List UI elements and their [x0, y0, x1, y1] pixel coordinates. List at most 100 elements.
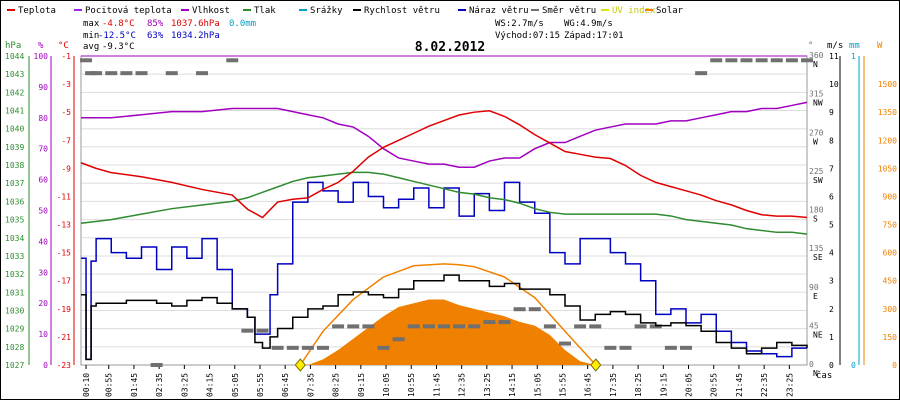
x-tick-label: 03:25: [180, 373, 189, 397]
wind-direction-mark: [710, 58, 723, 63]
wind-direction-mark: [801, 58, 813, 63]
legend-label: Srážky: [310, 6, 343, 16]
watt-tick-label: 150: [883, 333, 898, 342]
x-tick-label: 20:05: [685, 373, 694, 397]
stats-min-humidity: 63%: [147, 31, 164, 41]
stats-min-temp: -12.5°C: [98, 31, 136, 41]
wind-direction-mark: [619, 345, 632, 350]
watt-tick-label: 900: [883, 192, 898, 201]
hpa-unit: hPa: [5, 41, 21, 51]
watt-tick-label: 300: [883, 305, 898, 314]
percent-tick-label: 20: [38, 299, 48, 308]
wind-direction-mark: [438, 324, 450, 329]
wind-direction-mark: [695, 71, 708, 76]
wind-direction-mark: [498, 320, 511, 325]
wind-direction-mark: [543, 324, 556, 329]
celsius-tick-label: -9: [61, 164, 71, 173]
percent-tick-label: 80: [38, 114, 48, 123]
wind-gust-max: WG:4.9m/s: [564, 19, 613, 29]
axes: 00:10 00:55 01:45 02:35 03:25 04:15 05:05 05:55…: [5, 51, 897, 397]
celsius-tick-label: -19: [57, 305, 72, 314]
wind-gust-line: [81, 181, 807, 361]
wind-direction-mark: [80, 58, 93, 63]
wind-direction-mark: [528, 307, 541, 312]
percent-tick-label: 90: [38, 83, 48, 92]
stats-min-pressure: 1034.2hPa: [171, 31, 220, 41]
sunset-marker: [590, 358, 602, 372]
direction-tick-label: 135: [809, 244, 824, 253]
wind-direction-mark: [362, 324, 375, 329]
percent-tick-label: 50: [38, 207, 48, 216]
x-tick-label: 00:55: [105, 373, 114, 397]
wind-direction-mark: [407, 324, 420, 329]
hpa-tick-label: 1044: [5, 52, 24, 61]
x-tick-label: 05:05: [231, 373, 240, 397]
x-tick-label: 05:55: [256, 373, 265, 397]
wind-direction-mark: [785, 58, 798, 63]
wind-direction-mark: [392, 337, 405, 342]
ms-tick-label: 9: [829, 108, 834, 117]
watt-tick-label: 1500: [878, 80, 897, 89]
legend-label: Rychlost větru: [364, 6, 440, 16]
wind-direction-mark: [513, 307, 526, 312]
x-tick-label: 19:15: [659, 373, 668, 397]
x-tick-label: 21:45: [735, 373, 744, 397]
wind-direction-mark: [740, 58, 753, 63]
mm-tick-label: 0: [851, 361, 856, 370]
legend-label: Vlhkost: [192, 6, 230, 16]
x-tick-label: 16:45: [584, 373, 593, 397]
wind-direction-mark: [680, 345, 692, 350]
wind-direction-mark: [755, 58, 768, 63]
hpa-tick-label: 1032: [5, 270, 24, 279]
x-tick-label: 15:55: [558, 373, 567, 397]
x-tick-label: 17:35: [609, 373, 618, 397]
legend-label: Směr větru: [542, 6, 596, 16]
watt-tick-label: 1050: [878, 164, 897, 173]
direction-tick-label: 180: [809, 206, 824, 215]
stats-min-label: min: [83, 31, 99, 41]
wind-direction-mark: [664, 345, 677, 350]
direction-tick-label: 270: [809, 128, 824, 137]
ms-tick-label: 2: [829, 305, 834, 314]
wind-direction-mark: [90, 71, 103, 76]
hpa-tick-label: 1028: [5, 343, 24, 352]
wind-direction-mark: [150, 363, 163, 367]
percent-tick-label: 40: [38, 237, 48, 246]
celsius-tick-label: -7: [61, 136, 71, 145]
x-tick-label: 18:25: [634, 373, 643, 397]
wind-direction-mark: [347, 324, 360, 329]
direction-name-label: NW: [813, 99, 823, 108]
legend-label: Teplota: [18, 6, 56, 16]
wind-direction-mark: [377, 345, 390, 350]
x-axis-label: čas: [816, 370, 832, 381]
x-tick-label: 15:05: [533, 373, 542, 397]
sunrise-marker: [294, 358, 306, 372]
legend-label: Tlak: [254, 6, 276, 16]
watt-tick-label: 750: [883, 221, 898, 230]
hpa-tick-label: 1031: [5, 288, 24, 297]
mm-tick-label: 1: [851, 52, 856, 61]
legend-label: Pocitová teplota: [85, 6, 172, 16]
direction-name-label: E: [813, 292, 818, 301]
x-tick-label: 07:35: [306, 373, 315, 397]
celsius-tick-label: -13: [57, 221, 72, 230]
solar-max-line: [299, 263, 597, 366]
x-tick-label: 06:45: [281, 373, 290, 397]
percent-tick-label: 0: [43, 361, 48, 370]
direction-tick-label: 360: [809, 51, 824, 60]
direction-tick-label: 0: [809, 360, 814, 369]
humidity-line: [81, 101, 808, 168]
ms-tick-label: 1: [829, 333, 834, 342]
direction-name-label: SE: [813, 253, 823, 262]
x-tick-label: 10:55: [407, 373, 416, 397]
celsius-tick-label: -5: [61, 108, 71, 117]
ms-tick-label: 7: [829, 164, 834, 173]
stats-avg-temp: -9.3°C: [102, 42, 135, 52]
direction-tick-label: 90: [809, 283, 819, 292]
x-tick-label: 12:35: [458, 373, 467, 397]
ms-tick-label: 11: [829, 52, 839, 61]
hpa-tick-label: 1035: [5, 216, 24, 225]
legend-label: UV index: [612, 6, 656, 16]
wind-direction-mark: [332, 324, 345, 329]
